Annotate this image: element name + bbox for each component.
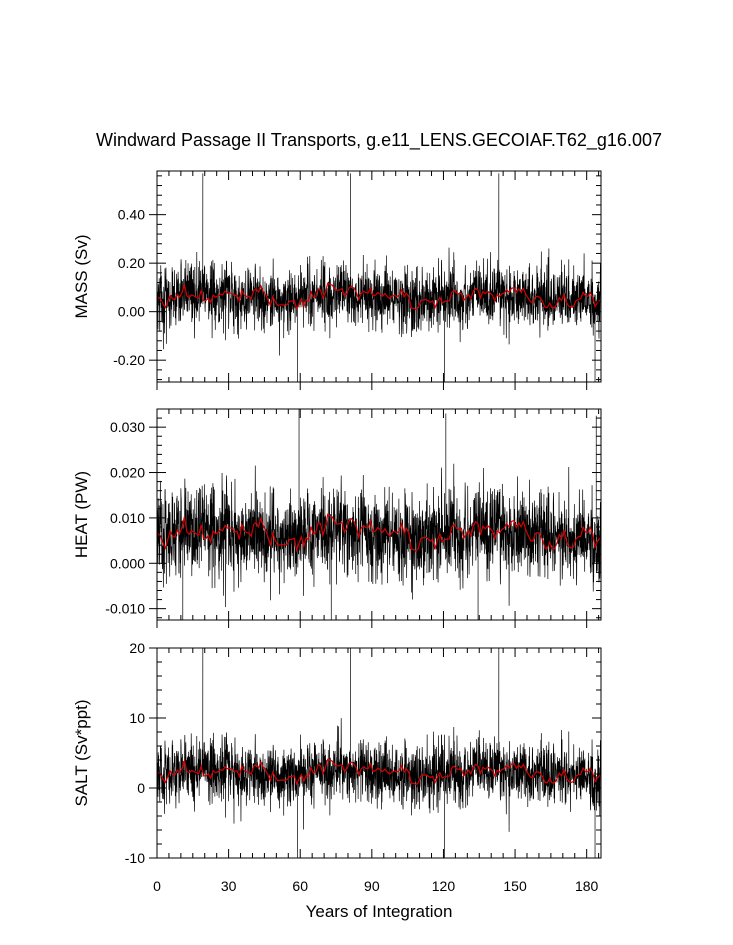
- series-annual-heat: [157, 513, 601, 553]
- y-tick-label: 0.010: [110, 510, 145, 526]
- panel-frame-mass: [156, 170, 602, 383]
- y-tick-label: 10: [129, 710, 145, 726]
- x-tick-label: 120: [432, 878, 456, 894]
- figure-title: Windward Passage II Transports, g.e11_LE…: [96, 130, 662, 151]
- y-tick-label: 20: [129, 640, 145, 656]
- x-tick-label: 90: [364, 878, 380, 894]
- y-tick-label: 0.40: [118, 207, 145, 223]
- y-tick-label: 0.000: [110, 555, 145, 571]
- x-tick-label: 60: [292, 878, 308, 894]
- x-tick-label: 30: [221, 878, 237, 894]
- panel-heat: -0.010 0.000 0.010 0.020 0.030 HEAT (PW): [72, 408, 602, 628]
- y-axis-label-heat: HEAT (PW): [72, 471, 91, 558]
- y-tick-label: 0.020: [110, 465, 145, 481]
- series-annual-salt: [157, 758, 601, 786]
- series-annual-mass: [157, 282, 601, 311]
- y-tick-label: 0: [137, 780, 145, 796]
- y-tick-label: 0.00: [118, 304, 145, 320]
- y-axis-label-salt: SALT (Sv*ppt): [72, 699, 91, 806]
- panel-frame-salt: [156, 647, 602, 859]
- x-tick-label: 150: [503, 878, 527, 894]
- x-tick-label: 0: [153, 878, 161, 894]
- series-monthly-mass: [157, 173, 601, 382]
- panel-mass: -0.20 0.00 0.20 0.40 MASS (Sv): [72, 170, 602, 390]
- x-tick-label: 180: [575, 878, 599, 894]
- y-tick-label: -10: [125, 850, 145, 866]
- y-axis-label-mass: MASS (Sv): [72, 234, 91, 318]
- panel-salt: -10 0 10 20 SALT (Sv*ppt) 0 30 60 90 120 150 180: [72, 640, 602, 894]
- series-monthly-salt: [157, 648, 601, 858]
- x-axis-label: Years of Integration: [306, 902, 453, 921]
- panel-frame-heat: [156, 408, 602, 621]
- y-tick-label: 0.030: [110, 419, 145, 435]
- y-tick-label: 0.20: [118, 255, 145, 271]
- panels-group: -0.20 0.00 0.20 0.40 MASS (Sv) -0.010 0.000 0.0…: [72, 170, 602, 894]
- y-tick-label: -0.20: [113, 352, 145, 368]
- y-tick-label: -0.010: [105, 601, 145, 617]
